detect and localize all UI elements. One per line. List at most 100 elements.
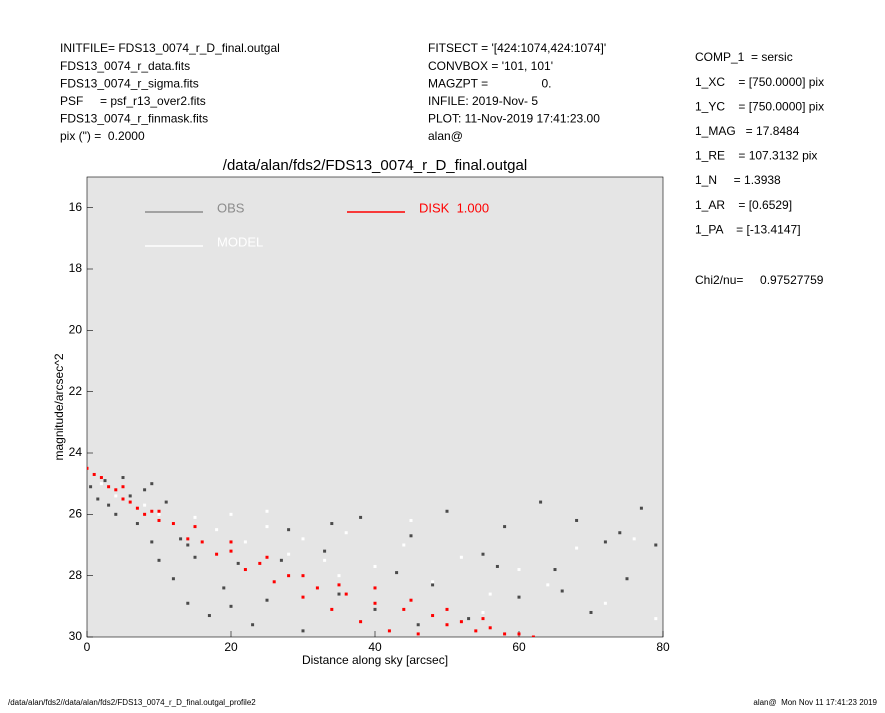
point	[171, 522, 175, 526]
point	[265, 598, 269, 602]
point	[575, 518, 579, 522]
point	[301, 537, 305, 541]
point	[373, 601, 377, 605]
point	[459, 555, 463, 559]
point	[517, 568, 521, 572]
point	[107, 485, 111, 489]
point	[87, 466, 89, 470]
y-tick-label: 30	[69, 629, 83, 643]
param-line: 1_XC = [750.0000] pix	[695, 75, 824, 89]
point	[301, 574, 305, 578]
info-line: INFILE: 2019-Nov- 5	[428, 94, 538, 108]
info-line: CONVBOX = '101, 101'	[428, 59, 553, 73]
point	[164, 500, 168, 504]
point	[488, 592, 492, 596]
point	[431, 614, 435, 618]
info-line: INITFILE= FDS13_0074_r_D_final.outgal	[60, 41, 280, 55]
info-line: FDS13_0074_r_data.fits	[60, 59, 190, 73]
legend-label: MODEL	[217, 234, 263, 249]
point	[287, 528, 291, 532]
point	[179, 537, 183, 541]
point	[575, 546, 579, 550]
point	[114, 512, 118, 516]
footer-left: /data/alan/fds2//data/alan/fds2/FDS13_00…	[8, 698, 256, 707]
point	[143, 488, 147, 492]
point	[416, 623, 420, 627]
point	[121, 485, 125, 489]
legend-label: OBS	[217, 200, 245, 215]
point	[157, 509, 161, 513]
point	[553, 568, 557, 572]
point	[186, 537, 190, 541]
point	[229, 512, 233, 516]
point	[560, 589, 564, 593]
point	[503, 525, 507, 529]
point	[654, 543, 658, 547]
point	[193, 525, 197, 529]
point	[121, 497, 125, 501]
info-line: PSF = psf_r13_over2.fits	[60, 94, 206, 108]
point	[481, 552, 485, 556]
point	[265, 509, 269, 513]
point	[503, 632, 507, 636]
point	[193, 555, 197, 559]
point	[445, 623, 449, 627]
point	[128, 494, 132, 498]
x-tick-label: 40	[368, 640, 382, 654]
point	[330, 522, 334, 526]
param-line: 1_YC = [750.0000] pix	[695, 99, 824, 113]
legend-label: DISK 1.000	[419, 200, 489, 215]
param-line: 1_MAG = 17.8484	[695, 124, 800, 138]
point	[207, 614, 211, 618]
point	[229, 604, 233, 608]
point	[474, 629, 478, 633]
point	[323, 558, 327, 562]
info-line: alan@	[428, 129, 463, 143]
footer-right: alan@ Mon Nov 11 17:41:23 2019	[753, 698, 877, 707]
point	[150, 509, 154, 513]
point	[92, 472, 96, 476]
y-tick-label: 26	[69, 507, 83, 521]
point	[431, 583, 435, 587]
point	[402, 543, 406, 547]
point	[603, 601, 607, 605]
point	[589, 610, 593, 614]
point	[409, 534, 413, 538]
point	[96, 497, 100, 501]
point	[373, 564, 377, 568]
point	[330, 607, 334, 611]
point	[301, 629, 305, 633]
param-line: 1_PA = [-13.4147]	[695, 222, 801, 236]
info-line: FDS13_0074_r_sigma.fits	[60, 76, 199, 90]
point	[114, 488, 118, 492]
point	[200, 540, 204, 544]
param-line: 1_N = 1.3938	[695, 173, 781, 187]
info-line: FDS13_0074_r_finmask.fits	[60, 112, 208, 126]
info-line: pix (") = 0.2000	[60, 129, 145, 143]
x-tick-label: 80	[656, 640, 670, 654]
point	[89, 485, 93, 489]
point	[625, 577, 629, 581]
point	[135, 522, 139, 526]
point	[344, 592, 348, 596]
point	[337, 583, 341, 587]
point	[135, 506, 139, 510]
point	[171, 577, 175, 581]
point	[517, 632, 521, 636]
point	[186, 543, 190, 547]
point	[143, 503, 147, 507]
point	[467, 617, 471, 621]
point	[99, 482, 103, 486]
point	[157, 518, 161, 522]
point	[373, 607, 377, 611]
point	[258, 561, 262, 565]
point	[481, 617, 485, 621]
info-line: PLOT: 11-Nov-2019 17:41:23.00	[428, 112, 600, 126]
point	[315, 586, 319, 590]
point	[639, 506, 643, 510]
point	[301, 595, 305, 599]
y-tick-label: 16	[69, 200, 83, 214]
point	[287, 552, 291, 556]
chart-title: /data/alan/fds2/FDS13_0074_r_D_final.out…	[223, 157, 527, 174]
point	[121, 476, 125, 480]
